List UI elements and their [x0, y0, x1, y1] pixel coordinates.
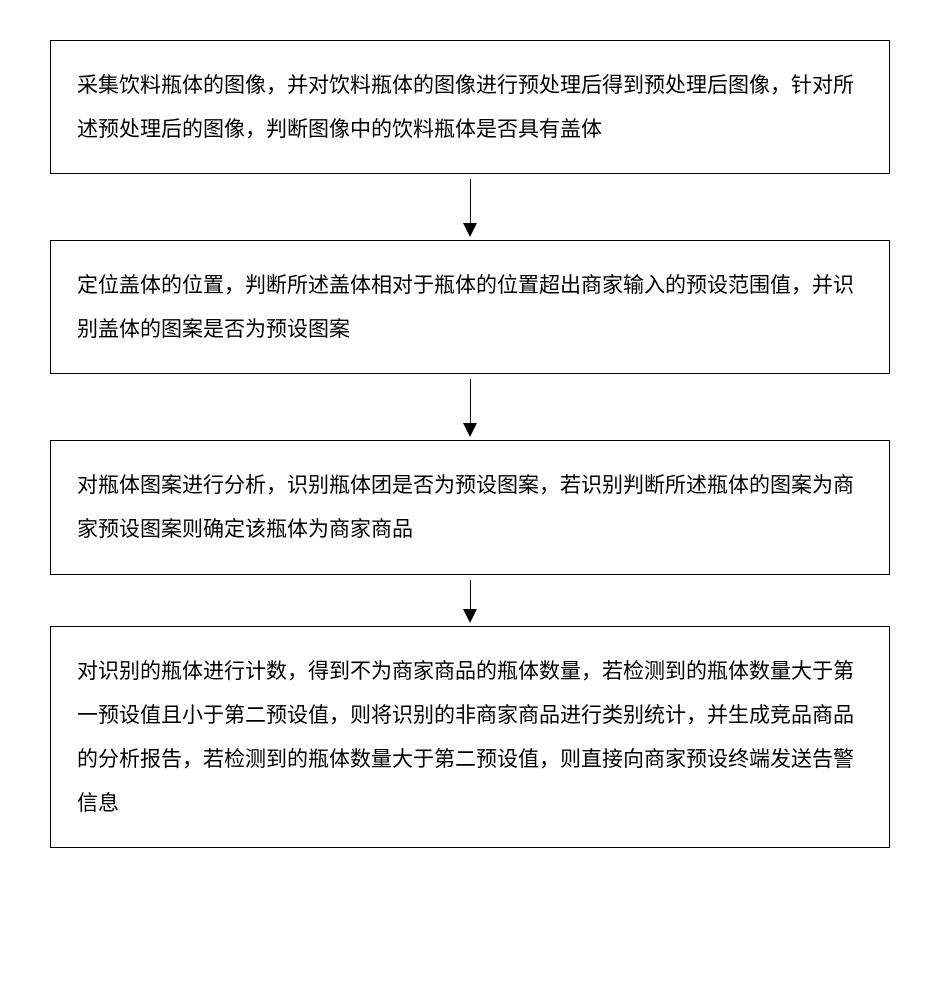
flow-step-3: 对瓶体图案进行分析，识别瓶体团是否为预设图案，若识别判断所述瓶体的图案为商家预设… — [50, 440, 890, 574]
arrow-2 — [463, 379, 477, 437]
arrow-head-icon — [463, 223, 477, 237]
flow-step-2-text: 定位盖体的位置，判断所述盖体相对于瓶体的位置超出商家输入的预设范围值，并识别盖体… — [77, 273, 854, 341]
flowchart-container: 采集饮料瓶体的图像，并对饮料瓶体的图像进行预处理后得到预处理后图像，针对所述预处… — [50, 40, 890, 848]
arrow-line-icon — [470, 379, 471, 424]
arrow-1 — [463, 179, 477, 237]
flow-step-4: 对识别的瓶体进行计数，得到不为商家商品的瓶体数量，若检测到的瓶体数量大于第一预设… — [50, 626, 890, 848]
arrow-head-icon — [463, 423, 477, 437]
flow-step-4-text: 对识别的瓶体进行计数，得到不为商家商品的瓶体数量，若检测到的瓶体数量大于第一预设… — [77, 659, 854, 815]
flow-step-1-text: 采集饮料瓶体的图像，并对饮料瓶体的图像进行预处理后得到预处理后图像，针对所述预处… — [77, 73, 854, 141]
flow-step-3-text: 对瓶体图案进行分析，识别瓶体团是否为预设图案，若识别判断所述瓶体的图案为商家预设… — [77, 473, 854, 541]
flow-step-2: 定位盖体的位置，判断所述盖体相对于瓶体的位置超出商家输入的预设范围值，并识别盖体… — [50, 240, 890, 374]
flow-step-1: 采集饮料瓶体的图像，并对饮料瓶体的图像进行预处理后得到预处理后图像，针对所述预处… — [50, 40, 890, 174]
arrow-head-icon — [463, 609, 477, 623]
arrow-3 — [463, 580, 477, 623]
arrow-line-icon — [470, 179, 471, 224]
arrow-line-icon — [470, 580, 471, 610]
